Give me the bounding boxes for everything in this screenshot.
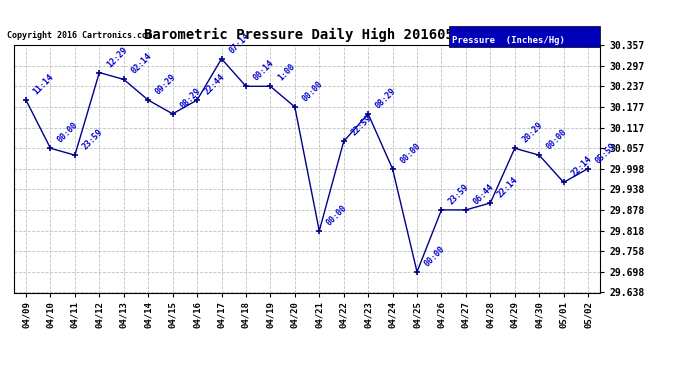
Text: 20:29: 20:29 [520, 121, 544, 145]
Text: Pressure  (Inches/Hg): Pressure (Inches/Hg) [452, 36, 565, 45]
Text: 22:44: 22:44 [203, 72, 227, 96]
Text: 09:29: 09:29 [154, 72, 178, 96]
Text: 11:14: 11:14 [32, 72, 56, 96]
Text: 05:59: 05:59 [593, 141, 618, 165]
Text: 00:00: 00:00 [422, 244, 446, 268]
Title: Barometric Pressure Daily High 20160503: Barometric Pressure Daily High 20160503 [144, 28, 471, 42]
Text: Copyright 2016 Cartronics.com: Copyright 2016 Cartronics.com [7, 30, 152, 39]
Text: 00:00: 00:00 [56, 121, 80, 145]
Text: 00:00: 00:00 [325, 203, 349, 227]
Text: 22:14: 22:14 [569, 155, 593, 179]
Text: 12:29: 12:29 [105, 45, 129, 69]
Text: 00:14: 00:14 [252, 59, 275, 83]
Text: 00:00: 00:00 [398, 141, 422, 165]
Text: 00:00: 00:00 [545, 128, 569, 152]
Text: 08:29: 08:29 [374, 86, 397, 110]
Text: 1:00: 1:00 [276, 62, 297, 83]
Text: 22:14: 22:14 [496, 176, 520, 200]
Text: 08:29: 08:29 [178, 86, 202, 110]
Text: 23:59: 23:59 [81, 128, 104, 152]
Text: 23:59: 23:59 [447, 182, 471, 206]
Text: 02:14: 02:14 [129, 52, 153, 76]
Text: 06:44: 06:44 [471, 182, 495, 206]
Text: 22:59: 22:59 [349, 114, 373, 138]
Text: 00:00: 00:00 [300, 80, 324, 104]
Text: 07:14: 07:14 [227, 31, 251, 55]
